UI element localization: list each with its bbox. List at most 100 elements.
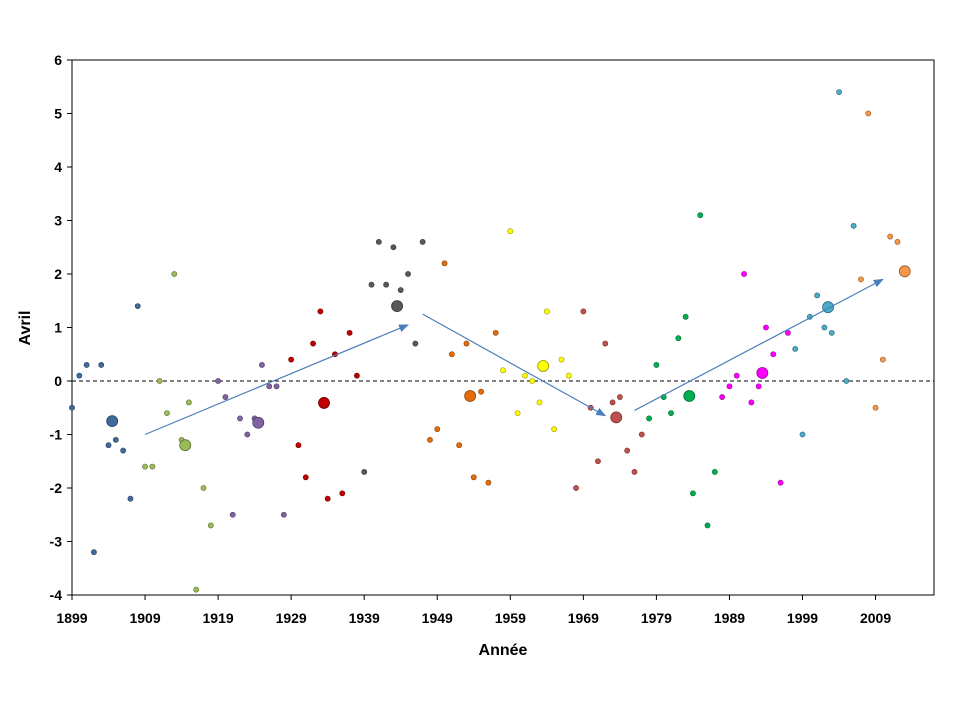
- data-point: [222, 394, 229, 400]
- x-tick-label: 1999: [787, 610, 818, 626]
- data-point: [763, 324, 769, 331]
- data-point: [580, 308, 587, 315]
- data-point: [850, 222, 857, 229]
- data-point: [112, 436, 119, 443]
- data-point: [565, 372, 572, 379]
- data-point: [105, 442, 112, 449]
- data-point: [543, 308, 550, 315]
- data-points: [69, 89, 901, 593]
- data-point: [339, 490, 346, 497]
- data-point: [602, 340, 609, 347]
- x-tick-label: 1979: [641, 610, 672, 626]
- data-point: [872, 404, 879, 411]
- x-tick-label: 2009: [860, 610, 891, 626]
- data-point: [690, 490, 696, 497]
- data-point: [507, 228, 514, 235]
- data-point: [799, 431, 806, 438]
- plot-area-frame: [71, 59, 935, 596]
- data-point: [156, 378, 163, 384]
- data-point: [748, 399, 755, 406]
- trend-arrow: [144, 324, 409, 436]
- data-point: [595, 458, 601, 465]
- decade-mean-point: [898, 265, 911, 278]
- data-point: [419, 238, 426, 245]
- data-point: [390, 244, 397, 251]
- data-point: [397, 287, 404, 293]
- data-point: [485, 479, 492, 486]
- data-point: [229, 511, 236, 518]
- decade-mean-point: [683, 390, 696, 402]
- data-point: [646, 415, 653, 422]
- data-point: [120, 447, 127, 454]
- data-point: [682, 313, 689, 320]
- data-point: [185, 399, 192, 406]
- x-tick-label: 1899: [56, 610, 87, 626]
- y-tick-label: 2: [54, 266, 62, 282]
- data-point: [719, 394, 726, 400]
- x-tick-label: 1949: [422, 610, 453, 626]
- x-tick-label: 1939: [349, 610, 380, 626]
- data-point: [405, 271, 411, 277]
- decade-mean-point: [610, 411, 623, 424]
- data-point: [514, 410, 521, 416]
- data-point: [668, 410, 674, 416]
- data-point: [638, 431, 645, 438]
- data-point: [478, 388, 484, 395]
- data-point: [98, 362, 105, 368]
- data-point: [755, 383, 762, 390]
- data-point: [288, 356, 295, 363]
- y-tick-label: -4: [50, 587, 63, 603]
- data-point: [529, 378, 536, 384]
- data-point: [193, 586, 200, 593]
- data-point: [463, 340, 470, 347]
- data-point: [383, 281, 390, 288]
- data-point: [200, 485, 207, 491]
- y-tick-label: -1: [50, 427, 63, 443]
- data-point: [631, 469, 638, 475]
- data-point: [470, 474, 477, 481]
- data-point: [244, 431, 251, 438]
- data-point: [361, 469, 368, 475]
- data-point: [836, 89, 842, 95]
- data-point: [711, 469, 718, 475]
- data-point: [215, 378, 222, 384]
- data-point: [792, 345, 799, 352]
- data-point: [616, 394, 623, 400]
- data-point: [770, 351, 777, 358]
- data-point: [456, 442, 463, 449]
- data-point: [865, 110, 872, 117]
- data-point: [317, 308, 324, 315]
- y-tick-label: 0: [54, 373, 62, 389]
- y-tick-label: -3: [50, 534, 63, 550]
- decade-mean-point: [318, 397, 330, 409]
- data-point: [441, 260, 448, 267]
- data-point: [295, 442, 302, 449]
- data-point: [69, 404, 75, 411]
- decade-mean-point: [464, 390, 477, 402]
- data-point: [843, 378, 850, 384]
- data-point: [536, 399, 543, 406]
- y-tick-label: 5: [54, 106, 62, 122]
- data-point: [346, 329, 353, 336]
- data-point: [353, 372, 360, 379]
- decade-mean-point: [537, 360, 550, 372]
- y-tick-label: 4: [54, 159, 62, 175]
- data-point: [697, 212, 704, 219]
- x-tick-label: 1969: [568, 610, 599, 626]
- data-point: [207, 522, 214, 529]
- data-point: [675, 335, 682, 342]
- data-point: [310, 340, 316, 347]
- y-tick-label: -2: [50, 480, 63, 496]
- y-axis-ticks: -4 -3 -2 -1 0 1 2 3 4 5 6: [50, 52, 72, 603]
- data-point: [879, 356, 886, 363]
- data-point: [375, 238, 382, 245]
- x-axis-title: Année: [479, 642, 528, 659]
- data-point: [894, 238, 901, 245]
- x-tick-label: 1959: [495, 610, 526, 626]
- x-tick-label: 1909: [129, 610, 160, 626]
- data-point: [704, 522, 711, 529]
- data-point: [134, 303, 141, 309]
- y-tick-label: 3: [54, 213, 62, 229]
- data-point: [368, 281, 375, 288]
- data-point: [448, 351, 455, 358]
